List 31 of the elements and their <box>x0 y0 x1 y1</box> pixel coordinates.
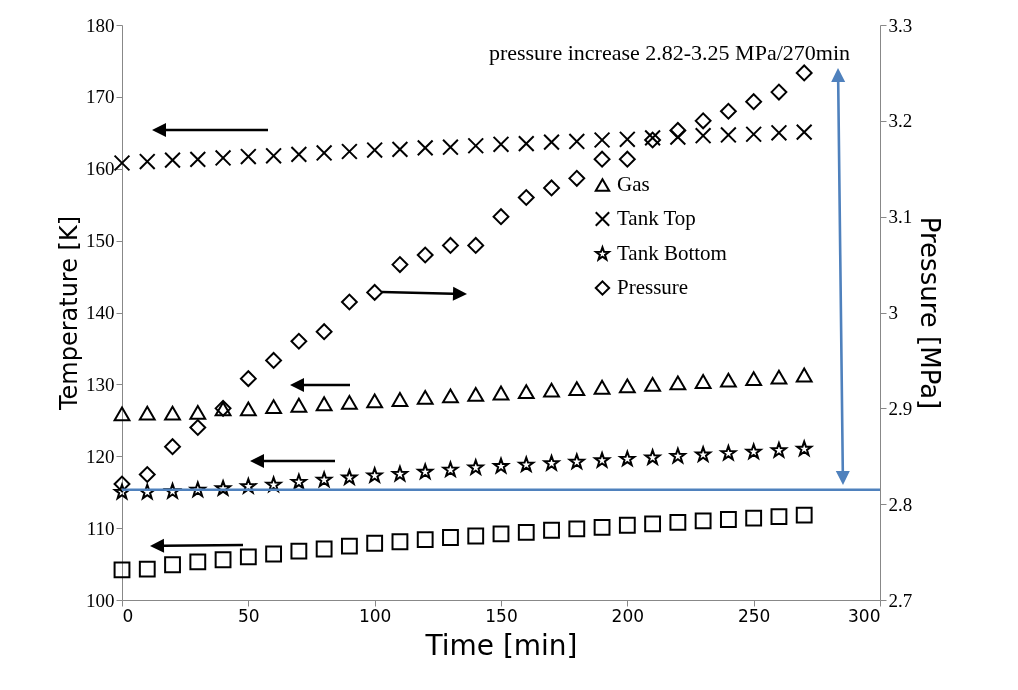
y-tick-label: 170 <box>86 86 115 108</box>
y2-tick-label: 3.2 <box>888 110 913 132</box>
y2-tick-label: 3 <box>888 302 898 323</box>
x-tick-label: 50 <box>238 605 260 626</box>
y-tick-label: 110 <box>86 517 115 539</box>
x-axis-title: Time [min] <box>424 628 578 662</box>
x-tick-label: 200 <box>611 605 645 626</box>
y2-tick-label: 3.3 <box>888 14 913 36</box>
legend-label: Tank Bottom <box>616 241 727 265</box>
y-axis-title: Temperature [K] <box>55 215 83 412</box>
y-tick-label: 140 <box>86 302 115 323</box>
y2-tick-label: 2.9 <box>888 397 913 419</box>
x-tick-label: 0 <box>122 605 134 626</box>
y2-tick-label: 3.1 <box>888 206 913 228</box>
y2-tick-label: 2.7 <box>888 589 913 611</box>
legend-label: Gas <box>616 172 650 196</box>
x-tick-label: 100 <box>358 605 392 626</box>
x-tick-label: 300 <box>848 605 881 626</box>
y2-axis-title: Pressure [MPa] <box>915 216 946 410</box>
y-tick-label: 100 <box>86 589 115 611</box>
y-tick-label: 160 <box>86 158 115 180</box>
y-tick-label: 180 <box>86 14 115 36</box>
y2-tick-label: 2.8 <box>888 493 913 515</box>
y-tick-label: 130 <box>86 373 115 395</box>
y-tick-label: 150 <box>86 230 115 252</box>
legend-label: Pressure <box>616 275 689 299</box>
legend-label: Tank Top <box>616 206 696 230</box>
x-tick-label: 250 <box>737 605 771 626</box>
annotation: pressure increase 2.82-3.25 MPa/270min <box>488 40 850 65</box>
x-tick-label: 150 <box>485 605 518 626</box>
y-tick-label: 120 <box>86 445 115 467</box>
